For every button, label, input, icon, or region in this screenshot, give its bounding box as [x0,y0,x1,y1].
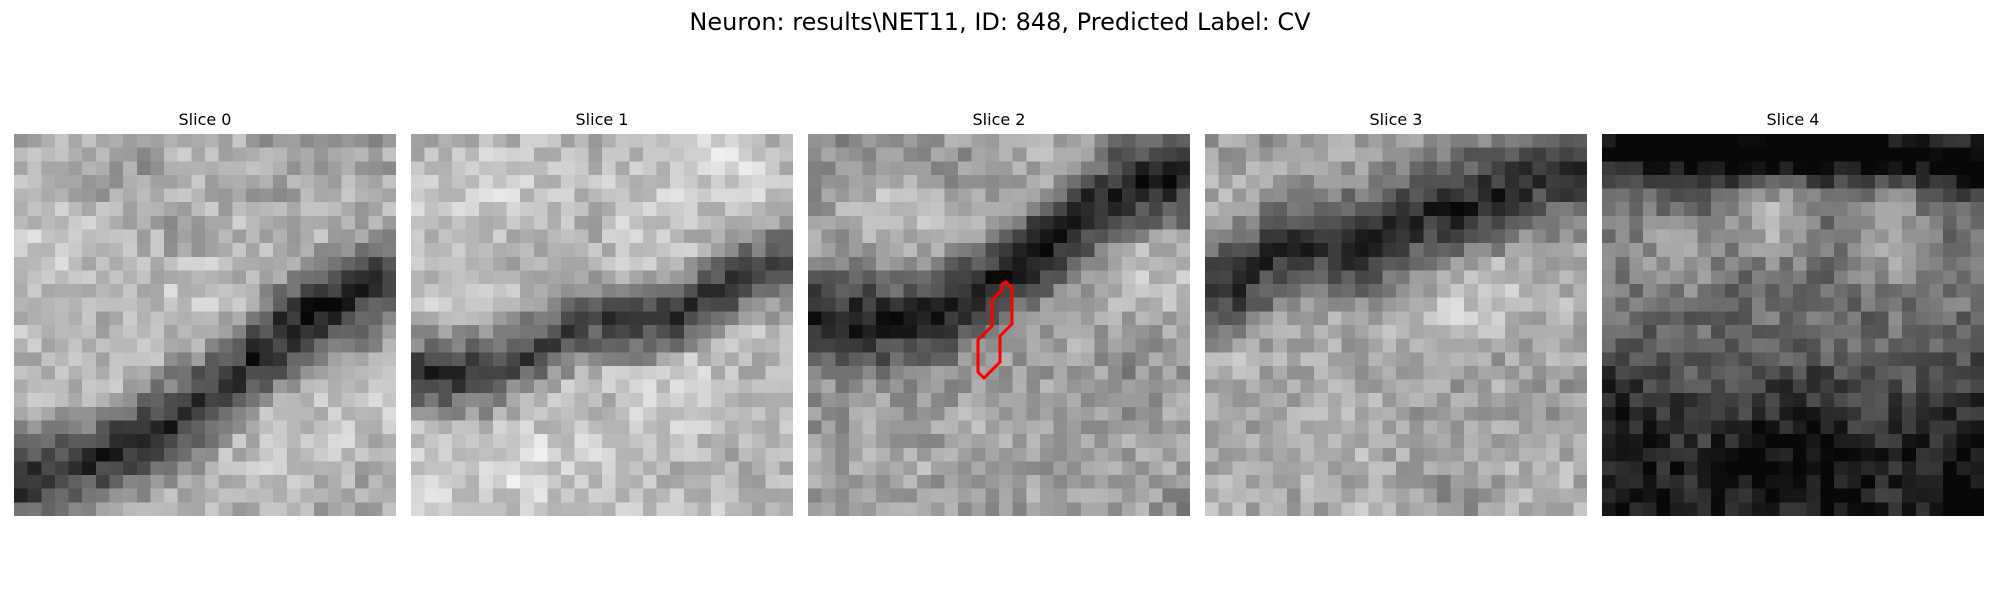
slice-title-2: Slice 2 [972,110,1026,129]
slice-image-3 [1205,134,1587,516]
slice-image-0 [14,134,396,516]
slice-pixels-2 [808,134,1190,516]
figure-title: Neuron: results\NET11, ID: 848, Predicte… [689,8,1311,36]
segmentation-contour [976,280,1014,381]
slice-title-3: Slice 3 [1369,110,1423,129]
slice-panel-2: Slice 2 [808,0,1190,600]
slice-pixels-1 [411,134,793,516]
slice-panel-3: Slice 3 [1205,0,1587,600]
slice-pixels-4 [1602,134,1984,516]
slice-pixels-3 [1205,134,1587,516]
slice-title-1: Slice 1 [575,110,629,129]
slice-panel-0: Slice 0 [14,0,396,600]
slice-title-4: Slice 4 [1766,110,1820,129]
slice-panel-1: Slice 1 [411,0,793,600]
slice-image-2 [808,134,1190,516]
slice-title-0: Slice 0 [178,110,232,129]
slice-image-1 [411,134,793,516]
slice-image-4 [1602,134,1984,516]
slice-pixels-0 [14,134,396,516]
slice-panel-4: Slice 4 [1602,0,1984,600]
